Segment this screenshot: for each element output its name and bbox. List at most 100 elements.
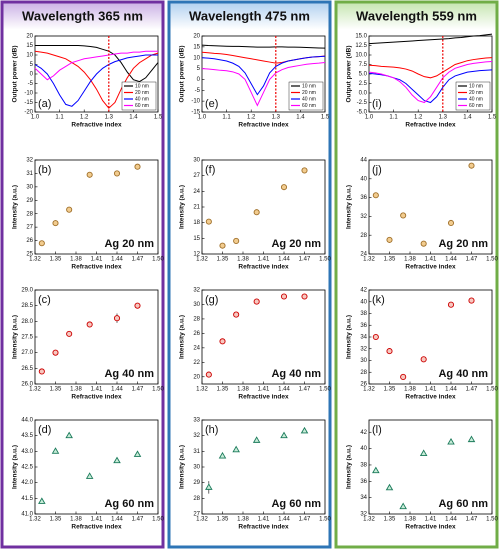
- x-tick-label: 1.41: [91, 257, 103, 263]
- data-point: [386, 236, 393, 243]
- x-tick-label: 1.50: [486, 257, 498, 263]
- y-tick-label: 42.5: [21, 465, 33, 471]
- line-series: [34, 50, 158, 81]
- data-point: [400, 212, 407, 219]
- annotation: Ag 20 nm: [438, 238, 488, 250]
- line-series: [35, 45, 159, 83]
- data-point: [252, 436, 261, 443]
- y-tick-label: 26.0: [21, 382, 33, 388]
- y-axis-label: Intensity (a.u.): [179, 315, 186, 359]
- y-tick-label: 10: [193, 55, 200, 61]
- data-point: [301, 167, 308, 174]
- y-axis-label: Intensity (a.u.): [346, 315, 353, 359]
- data-point: [65, 431, 73, 439]
- data-point: [419, 449, 428, 456]
- y-tick-label: -5: [28, 81, 34, 87]
- y-tick-label: 34: [360, 495, 367, 501]
- x-tick-label: 1.4: [296, 115, 305, 121]
- panel-label: (l): [372, 424, 382, 436]
- y-tick-label: 0: [197, 77, 201, 83]
- y-tick-label: 7.5: [359, 62, 368, 68]
- data-point: [468, 297, 475, 304]
- x-tick-label: 1.1: [389, 115, 398, 121]
- y-tick-label: 41.0: [21, 512, 33, 518]
- header-bg: [3, 3, 162, 30]
- x-tick-label: 1.3: [105, 115, 114, 121]
- x-tick-label: 1.32: [363, 387, 375, 393]
- y-tick-label: 27: [193, 512, 200, 518]
- annotation: Ag 20 nm: [271, 238, 321, 250]
- y-tick-label: -10: [24, 91, 33, 97]
- y-tick-label: 0.0: [359, 91, 368, 97]
- y-tick-label: 32: [193, 433, 200, 439]
- y-tick-label: 15: [193, 236, 200, 242]
- panel-label: (f): [205, 164, 215, 176]
- plot-frame: [201, 35, 326, 113]
- x-tick-label: 1.47: [466, 257, 478, 263]
- data-point: [253, 209, 260, 216]
- data-point: [113, 170, 121, 177]
- data-point: [447, 301, 455, 308]
- panel-label: (d): [38, 424, 51, 436]
- y-tick-label: 12.5: [355, 43, 367, 49]
- y-tick-label: 20: [193, 374, 200, 380]
- y-tick-label: 24: [193, 345, 200, 351]
- panel-label: (i): [372, 98, 382, 110]
- x-tick-label: 1.44: [278, 387, 290, 393]
- y-tick-label: 31: [193, 449, 200, 455]
- y-tick-label: 27.0: [21, 350, 33, 356]
- x-tick-label: 1.35: [384, 387, 396, 393]
- panel-label: (b): [38, 164, 51, 176]
- data-point: [38, 497, 46, 504]
- data-point: [219, 338, 226, 345]
- legend-label: 60 nm: [469, 103, 483, 109]
- y-tick-label: 44.0: [21, 418, 33, 424]
- x-tick-label: 1.41: [258, 257, 270, 263]
- x-tick-label: 1.2: [414, 115, 423, 121]
- x-tick-label: 1.35: [384, 257, 396, 263]
- x-tick-label: 1.38: [70, 257, 82, 263]
- legend-label: 10 nm: [469, 83, 483, 89]
- data-point: [468, 162, 475, 169]
- data-point: [232, 445, 240, 453]
- panel-label: (h): [205, 424, 218, 436]
- x-tick-label: 1.38: [237, 517, 249, 523]
- line-series: [368, 57, 493, 79]
- y-tick-label: 15.0: [355, 34, 367, 40]
- x-tick-label: 1.5: [488, 115, 497, 121]
- y-axis-label: Output power (dB): [346, 45, 353, 102]
- data-point: [205, 483, 213, 490]
- y-tick-label: 36: [360, 323, 367, 329]
- y-tick-label: 42.0: [21, 480, 33, 486]
- legend-label: 20 nm: [302, 90, 316, 96]
- x-tick-label: 1.1: [222, 115, 231, 121]
- y-tick-label: 10.0: [355, 53, 367, 59]
- y-tick-label: 2.5: [359, 81, 368, 87]
- x-tick-label: 1.41: [425, 517, 437, 523]
- y-axis-label: Output power (dB): [179, 45, 186, 102]
- x-tick-label: 1.44: [111, 387, 123, 393]
- data-point: [38, 368, 45, 375]
- data-point: [385, 483, 394, 491]
- legend-label: 20 nm: [469, 90, 483, 96]
- y-tick-label: 28: [360, 233, 367, 239]
- x-tick-label: 1.35: [50, 517, 62, 523]
- x-tick-label: 1.35: [217, 517, 229, 523]
- y-tick-label: 30: [26, 184, 33, 190]
- column-frame: [0, 0, 165, 549]
- y-tick-label: 30: [193, 465, 200, 471]
- y-tick-label: 30: [193, 302, 200, 308]
- data-point: [386, 348, 393, 355]
- annotation: Ag 40 nm: [104, 368, 154, 380]
- y-tick-label: 24: [193, 189, 200, 195]
- panel-label: (e): [205, 98, 218, 110]
- data-point: [420, 240, 427, 247]
- legend-label: 60 nm: [302, 103, 316, 109]
- y-tick-label: 31: [26, 171, 33, 177]
- y-tick-label: 40: [360, 446, 367, 452]
- x-axis-label: Refractive index: [238, 524, 289, 531]
- x-tick-label: 1.41: [258, 387, 270, 393]
- y-tick-label: 30: [193, 158, 200, 164]
- y-tick-label: -20: [24, 110, 33, 116]
- x-tick-label: 1.0: [31, 115, 40, 121]
